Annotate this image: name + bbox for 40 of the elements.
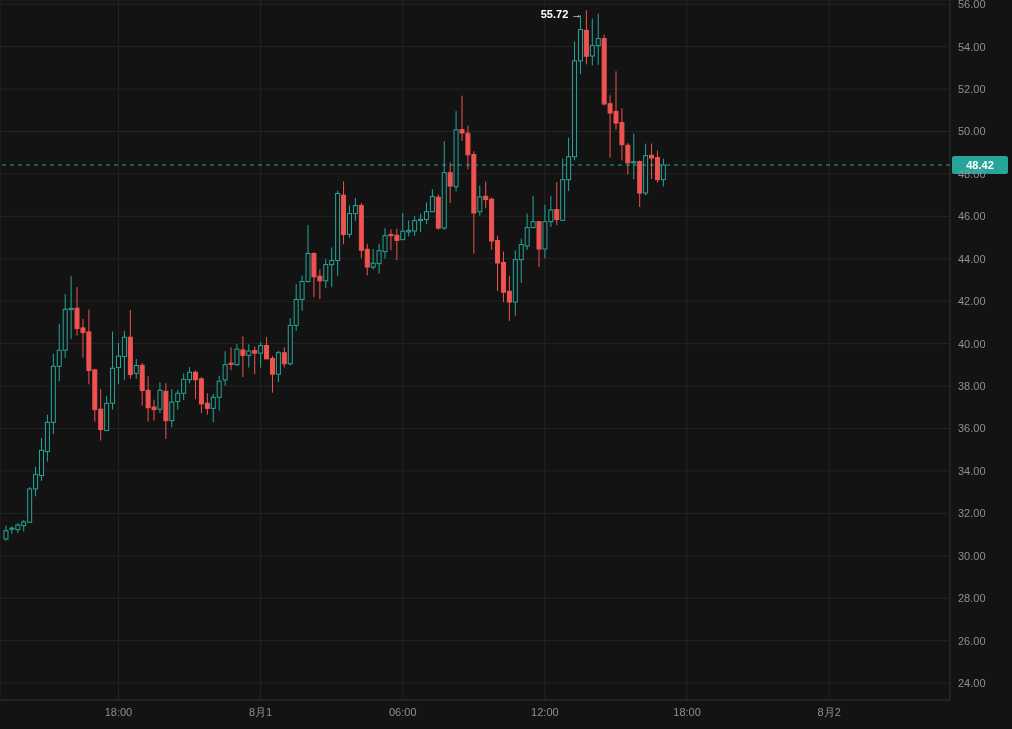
x-tick-label: 18:00: [673, 705, 701, 718]
candlestick: [234, 343, 240, 367]
candlestick: [228, 346, 234, 371]
y-tick-label: 54.00: [958, 40, 986, 53]
y-tick-label: 38.00: [958, 379, 986, 392]
candlestick: [157, 381, 163, 414]
y-tick-label: 50.00: [958, 125, 986, 138]
y-tick-label: 34.00: [958, 464, 986, 477]
candlestick: [222, 350, 228, 387]
candlestick: [275, 350, 281, 383]
y-tick-label: 56.00: [958, 0, 986, 11]
y-tick-label: 42.00: [958, 295, 986, 308]
candlestick: [258, 341, 264, 369]
y-tick-label: 24.00: [958, 676, 986, 689]
candlestick: [625, 142, 631, 175]
annotation: 55.72 →: [540, 8, 583, 21]
y-tick-label: 30.00: [958, 549, 986, 562]
candlestick: [246, 343, 252, 369]
x-tick-label: 18:00: [104, 705, 133, 718]
x-tick-label: 06:00: [388, 705, 417, 718]
candlestick: [133, 358, 139, 380]
x-tick-label: 8月1: [248, 705, 273, 718]
y-tick-label: 40.00: [958, 337, 986, 350]
candlestick: [447, 161, 453, 204]
x-tick-label: 12:00: [531, 705, 559, 718]
candlestick: [240, 335, 246, 378]
y-tick-label: 28.00: [958, 592, 986, 605]
y-tick-label: 52.00: [958, 83, 986, 95]
ref-line-label: 48.42: [966, 159, 994, 172]
y-tick-label: 32.00: [958, 507, 986, 520]
candlestick: [477, 185, 483, 217]
candlestick: [252, 346, 258, 375]
candlestick: [281, 346, 287, 368]
y-tick-label: 44.00: [958, 252, 986, 265]
candlestick: [169, 388, 175, 428]
y-tick-label: 46.00: [958, 210, 986, 223]
candlestick: [554, 181, 560, 226]
x-tick-label: 8月2: [817, 705, 841, 718]
y-tick-label: 36.00: [958, 422, 986, 435]
y-tick-label: 26.00: [958, 634, 986, 647]
